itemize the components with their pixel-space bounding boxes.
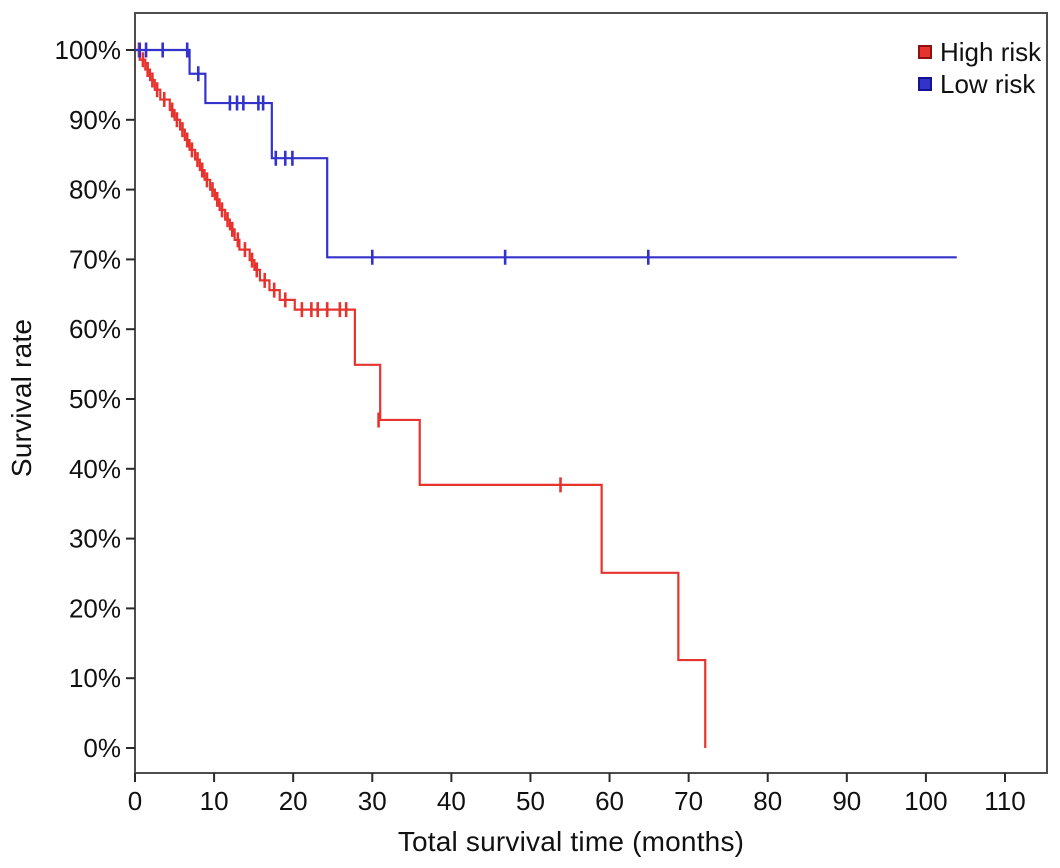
plot-border xyxy=(134,12,1048,774)
y-axis-tick-label: 70% xyxy=(69,244,121,274)
legend-item-low-risk: Low risk xyxy=(918,70,1041,98)
censor-marks-low-risk xyxy=(138,42,650,265)
low-risk-swatch-icon xyxy=(918,77,932,91)
x-axis-tick-label: 50 xyxy=(516,786,545,816)
legend: High risk Low risk xyxy=(918,38,1041,98)
y-axis-tick-label: 60% xyxy=(69,314,121,344)
y-axis-tick-label: 20% xyxy=(69,593,121,623)
censor-marks-high-risk xyxy=(137,42,562,493)
x-axis-tick-label: 10 xyxy=(200,786,229,816)
x-axis-tick-label: 60 xyxy=(595,786,624,816)
legend-label-high-risk: High risk xyxy=(940,37,1042,67)
y-axis-tick-label: 80% xyxy=(69,175,121,205)
legend-item-high-risk: High risk xyxy=(918,38,1041,66)
survival-curve-high-risk xyxy=(135,48,707,748)
y-axis-tick-label: 40% xyxy=(69,454,121,484)
x-axis-tick-label: 80 xyxy=(753,786,782,816)
x-axis-tick-label: 20 xyxy=(279,786,308,816)
y-axis-tick-label: 30% xyxy=(69,524,121,554)
x-axis-tick-label: 90 xyxy=(832,786,861,816)
y-axis-tick-label: 100% xyxy=(55,35,122,65)
x-axis-title: Total survival time (months) xyxy=(397,826,745,857)
y-axis-tick-label: 10% xyxy=(69,663,121,693)
x-axis-tick-label: 100 xyxy=(904,786,947,816)
y-axis-tick-label: 90% xyxy=(69,105,121,135)
survival-curve-low-risk xyxy=(135,48,957,259)
x-axis-tick-label: 30 xyxy=(358,786,387,816)
y-axis-tick-label: 0% xyxy=(83,733,121,763)
x-axis-tick-label: 40 xyxy=(437,786,466,816)
y-axis-tick-label: 50% xyxy=(69,384,121,414)
x-axis-tick-label: 70 xyxy=(674,786,703,816)
legend-label-low-risk: Low risk xyxy=(940,69,1036,99)
high-risk-swatch-icon xyxy=(918,45,932,59)
x-axis-tick-label: 110 xyxy=(984,786,1025,816)
y-axis-title: Survival rate xyxy=(6,318,37,478)
x-axis-tick-label: 0 xyxy=(128,786,142,816)
